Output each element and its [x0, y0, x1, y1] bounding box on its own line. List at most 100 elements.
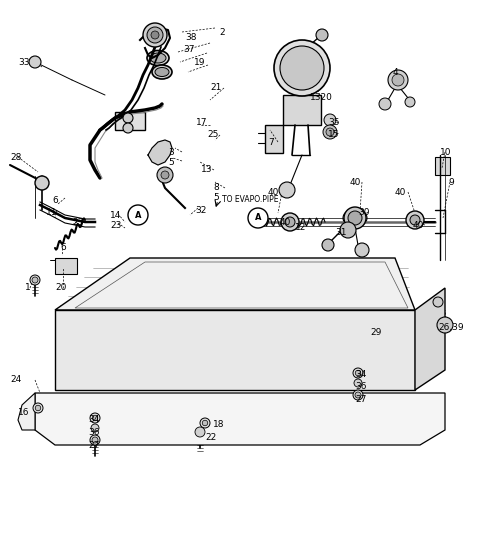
- Text: 6: 6: [52, 196, 58, 205]
- Ellipse shape: [155, 67, 169, 76]
- Text: 27: 27: [355, 395, 366, 404]
- Circle shape: [90, 413, 100, 423]
- Text: 34: 34: [88, 415, 99, 424]
- Text: 8: 8: [213, 183, 219, 192]
- Circle shape: [388, 70, 408, 90]
- Text: 32: 32: [195, 206, 206, 215]
- Bar: [265, 125, 283, 153]
- Text: 31: 31: [335, 228, 347, 237]
- Circle shape: [433, 297, 443, 307]
- Text: 36: 36: [88, 428, 99, 437]
- Text: 10: 10: [440, 148, 452, 157]
- Text: 5: 5: [213, 193, 219, 202]
- Text: 29: 29: [370, 328, 382, 337]
- Text: 23: 23: [72, 218, 84, 227]
- Circle shape: [355, 371, 361, 375]
- Circle shape: [285, 217, 295, 227]
- Text: 28: 28: [10, 153, 22, 162]
- Text: 38: 38: [185, 33, 196, 42]
- Polygon shape: [18, 393, 35, 430]
- Text: A: A: [135, 211, 141, 220]
- Circle shape: [157, 167, 173, 183]
- Polygon shape: [55, 258, 415, 310]
- Text: 25: 25: [207, 130, 218, 139]
- Circle shape: [123, 113, 133, 123]
- Circle shape: [379, 98, 391, 110]
- Text: 12: 12: [295, 223, 306, 232]
- Text: 40: 40: [280, 218, 291, 227]
- Text: 13: 13: [201, 165, 213, 174]
- Circle shape: [161, 171, 169, 179]
- Polygon shape: [55, 310, 415, 390]
- Circle shape: [322, 239, 334, 251]
- Circle shape: [90, 435, 100, 445]
- Text: 1320: 1320: [310, 93, 333, 102]
- Text: 15: 15: [328, 130, 339, 139]
- Circle shape: [405, 97, 415, 107]
- Circle shape: [274, 40, 330, 96]
- Circle shape: [406, 211, 424, 229]
- Circle shape: [29, 56, 41, 68]
- Circle shape: [92, 437, 98, 443]
- Bar: [435, 157, 450, 175]
- Circle shape: [410, 215, 420, 225]
- Text: 37: 37: [183, 45, 194, 54]
- Text: 14: 14: [110, 211, 121, 220]
- Text: 30: 30: [358, 208, 370, 217]
- Circle shape: [355, 243, 369, 257]
- Text: 3: 3: [168, 148, 174, 157]
- Text: 34: 34: [355, 370, 366, 379]
- Circle shape: [35, 405, 41, 411]
- Circle shape: [33, 403, 43, 413]
- Circle shape: [353, 368, 363, 378]
- Ellipse shape: [288, 263, 333, 281]
- Circle shape: [316, 29, 328, 41]
- Text: 5: 5: [168, 158, 174, 167]
- Text: 40: 40: [350, 178, 361, 187]
- Text: 21: 21: [210, 83, 221, 92]
- Circle shape: [348, 211, 362, 225]
- Polygon shape: [415, 288, 445, 390]
- Text: 26,39: 26,39: [438, 323, 464, 332]
- Circle shape: [248, 208, 268, 228]
- Text: 7: 7: [268, 138, 274, 147]
- Circle shape: [91, 424, 99, 432]
- Circle shape: [281, 213, 299, 231]
- Text: 23: 23: [110, 221, 121, 230]
- Circle shape: [344, 207, 366, 229]
- Text: 16: 16: [18, 408, 29, 417]
- Bar: [55, 258, 77, 274]
- Circle shape: [200, 418, 210, 428]
- Text: 35: 35: [328, 118, 339, 127]
- Ellipse shape: [152, 65, 172, 79]
- Text: 4: 4: [393, 68, 398, 77]
- Polygon shape: [148, 140, 172, 165]
- Ellipse shape: [150, 53, 166, 63]
- Circle shape: [392, 74, 404, 86]
- Text: 2: 2: [219, 28, 225, 37]
- Text: 40: 40: [413, 221, 424, 230]
- Bar: [283, 95, 321, 125]
- Text: 19: 19: [194, 58, 205, 67]
- Text: 22: 22: [205, 433, 216, 442]
- Text: 40: 40: [268, 188, 279, 197]
- Text: 18: 18: [213, 420, 225, 429]
- Circle shape: [280, 46, 324, 90]
- Ellipse shape: [147, 50, 169, 65]
- Text: 27: 27: [88, 441, 99, 450]
- Circle shape: [147, 27, 163, 43]
- Bar: [115, 112, 145, 130]
- Circle shape: [92, 415, 98, 421]
- Circle shape: [354, 379, 362, 387]
- Text: 11: 11: [46, 208, 58, 217]
- Circle shape: [32, 277, 38, 283]
- Circle shape: [151, 31, 159, 39]
- Circle shape: [35, 176, 49, 190]
- Ellipse shape: [292, 266, 327, 278]
- Text: 6: 6: [60, 243, 66, 252]
- Circle shape: [128, 205, 148, 225]
- Circle shape: [355, 392, 361, 398]
- Circle shape: [123, 123, 133, 133]
- Circle shape: [326, 128, 334, 136]
- Circle shape: [30, 275, 40, 285]
